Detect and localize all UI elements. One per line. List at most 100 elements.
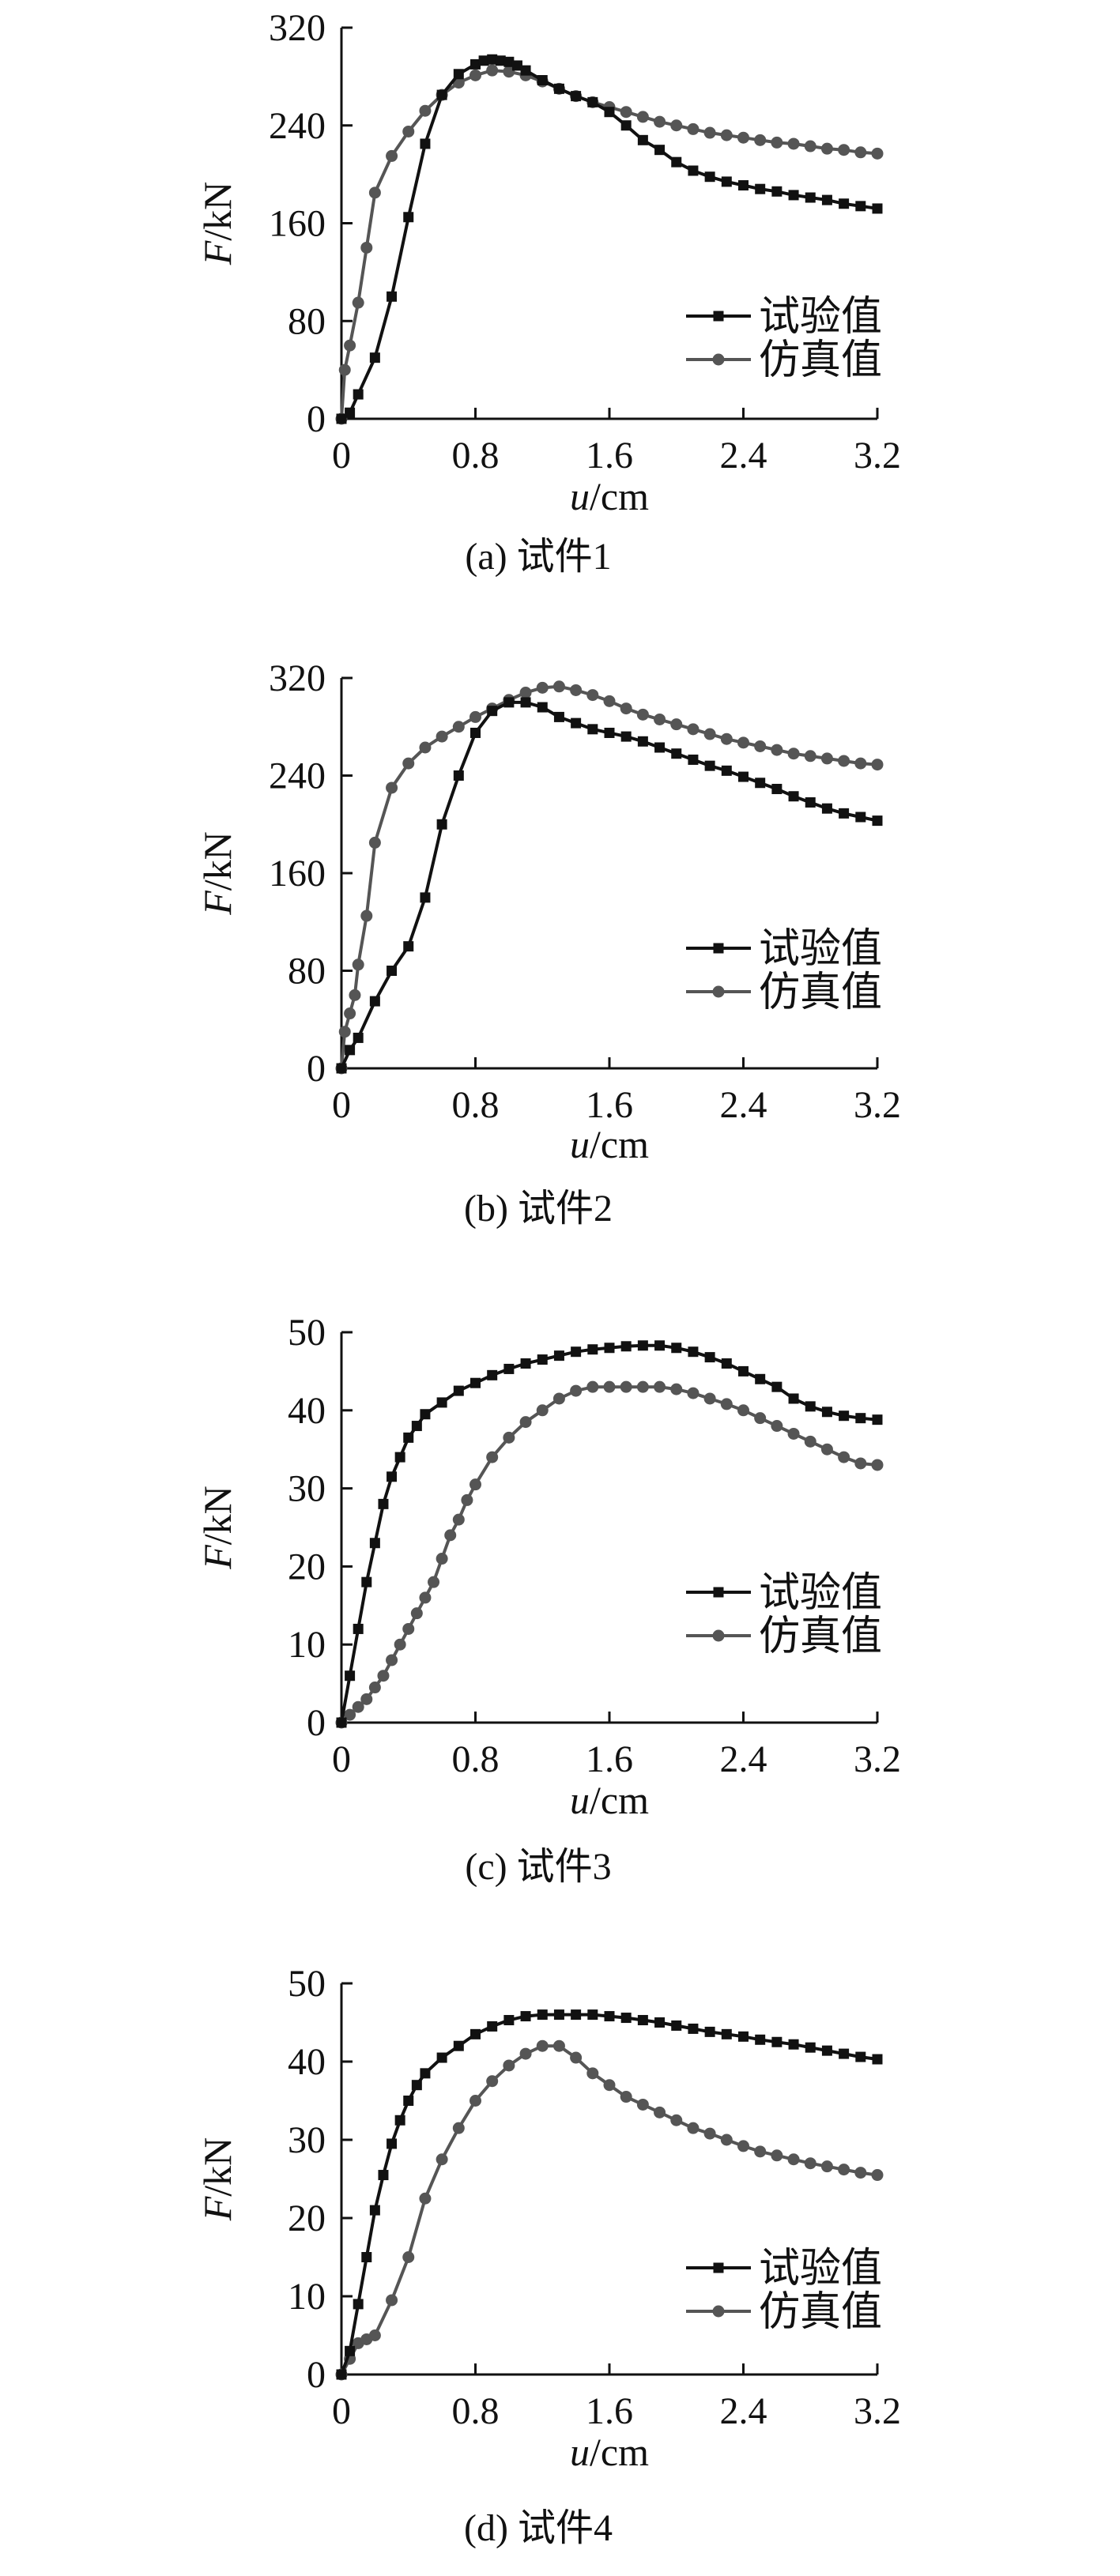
data-point <box>771 744 783 756</box>
data-point <box>704 1352 715 1363</box>
data-point <box>402 757 415 770</box>
data-point <box>570 2051 583 2064</box>
data-point <box>636 2098 649 2111</box>
y-tick-label: 40 <box>288 1390 326 1432</box>
data-point <box>503 1431 515 1444</box>
data-point <box>720 733 733 745</box>
data-point <box>721 765 732 776</box>
data-point <box>636 708 649 721</box>
data-point <box>537 702 548 713</box>
data-point <box>603 2079 616 2092</box>
data-point <box>377 1670 390 1682</box>
data-point <box>755 778 766 789</box>
data-point <box>503 1363 515 1374</box>
data-point <box>419 741 432 754</box>
data-point <box>361 1576 372 1587</box>
data-point <box>805 797 816 808</box>
data-point <box>703 126 716 139</box>
data-point <box>603 1380 616 1393</box>
data-point <box>737 2140 749 2152</box>
y-tick-label: 20 <box>288 2198 326 2239</box>
x-tick-label: 3.2 <box>854 1738 901 1780</box>
data-point <box>369 996 380 1007</box>
x-axis-title: u/cm <box>570 474 649 518</box>
legend-label: 试验值 <box>759 293 882 341</box>
data-point <box>872 203 883 214</box>
chart-panel-1: 0 80 160 240 320 0 0.8 1.6 2.4 3.2 F/kN u/cm (a) 试件1… <box>195 7 901 578</box>
data-point <box>637 736 648 747</box>
legend-label: 仿真值 <box>759 1613 882 1660</box>
data-point <box>386 149 398 162</box>
data-point <box>787 1427 800 1440</box>
x-tick-label: 0.8 <box>452 1084 500 1126</box>
data-point <box>688 754 699 765</box>
data-point <box>721 176 732 187</box>
y-tick-label: 10 <box>288 1624 326 1666</box>
data-point <box>771 1381 782 1392</box>
y-tick-label: 160 <box>269 203 326 245</box>
legend-marker-circle <box>712 353 725 366</box>
data-point <box>461 1493 473 1506</box>
data-point <box>587 1344 598 1355</box>
data-point <box>368 1682 381 1694</box>
data-point <box>336 1063 347 1074</box>
x-tick-label: 3.2 <box>854 435 901 476</box>
data-point <box>520 65 531 76</box>
data-point <box>537 75 548 86</box>
y-tick-label: 320 <box>269 7 326 49</box>
data-point <box>604 727 615 738</box>
data-point <box>387 291 398 302</box>
data-point <box>671 2020 682 2031</box>
data-point <box>821 2045 832 2056</box>
y-axis-title: F/kN <box>195 831 239 916</box>
y-tick-label: 320 <box>269 657 326 699</box>
data-point <box>838 755 850 767</box>
data-point <box>587 724 598 735</box>
data-point <box>345 1045 356 1056</box>
x-tick-label: 0.8 <box>452 2390 500 2432</box>
data-point <box>704 760 715 771</box>
data-point <box>503 2059 515 2072</box>
legend-label: 仿真值 <box>759 2288 882 2336</box>
y-axis-title: F/kN <box>195 1486 239 1570</box>
data-point <box>771 2149 783 2162</box>
data-point <box>470 2028 481 2039</box>
y-axis-title: F/kN <box>195 2137 239 2222</box>
data-point <box>838 1451 850 1463</box>
data-point <box>654 1380 666 1393</box>
series-experimental <box>336 54 883 424</box>
data-point <box>352 296 364 309</box>
data-point <box>368 2329 381 2341</box>
panel-caption: (d) 试件4 <box>464 2507 613 2549</box>
y-tick-label: 80 <box>288 300 326 342</box>
data-point <box>654 2017 666 2028</box>
data-point <box>410 1607 423 1620</box>
data-point <box>637 134 648 145</box>
data-point <box>487 1369 498 1380</box>
data-point <box>604 2011 615 2022</box>
data-point <box>671 1343 682 1354</box>
data-point <box>771 2036 782 2047</box>
data-point <box>620 2013 632 2024</box>
data-point <box>871 759 884 771</box>
x-tick-label: 1.6 <box>586 1738 633 1780</box>
data-point <box>586 689 599 702</box>
data-point <box>671 748 682 759</box>
data-point <box>419 104 432 117</box>
data-point <box>738 1365 749 1377</box>
data-point <box>520 1358 531 1369</box>
data-point <box>369 2205 380 2216</box>
data-point <box>420 1409 431 1420</box>
y-tick-label: 0 <box>307 2354 326 2396</box>
data-point <box>670 1383 683 1395</box>
data-point <box>470 58 481 70</box>
data-point <box>855 1413 866 1424</box>
x-tick-label: 0 <box>332 435 351 476</box>
data-point <box>820 142 833 155</box>
data-point <box>620 106 632 119</box>
data-point <box>720 129 733 141</box>
data-point <box>394 1452 405 1463</box>
data-point <box>688 2023 699 2034</box>
data-point <box>552 2039 565 2052</box>
x-tick-label: 2.4 <box>720 2390 767 2432</box>
